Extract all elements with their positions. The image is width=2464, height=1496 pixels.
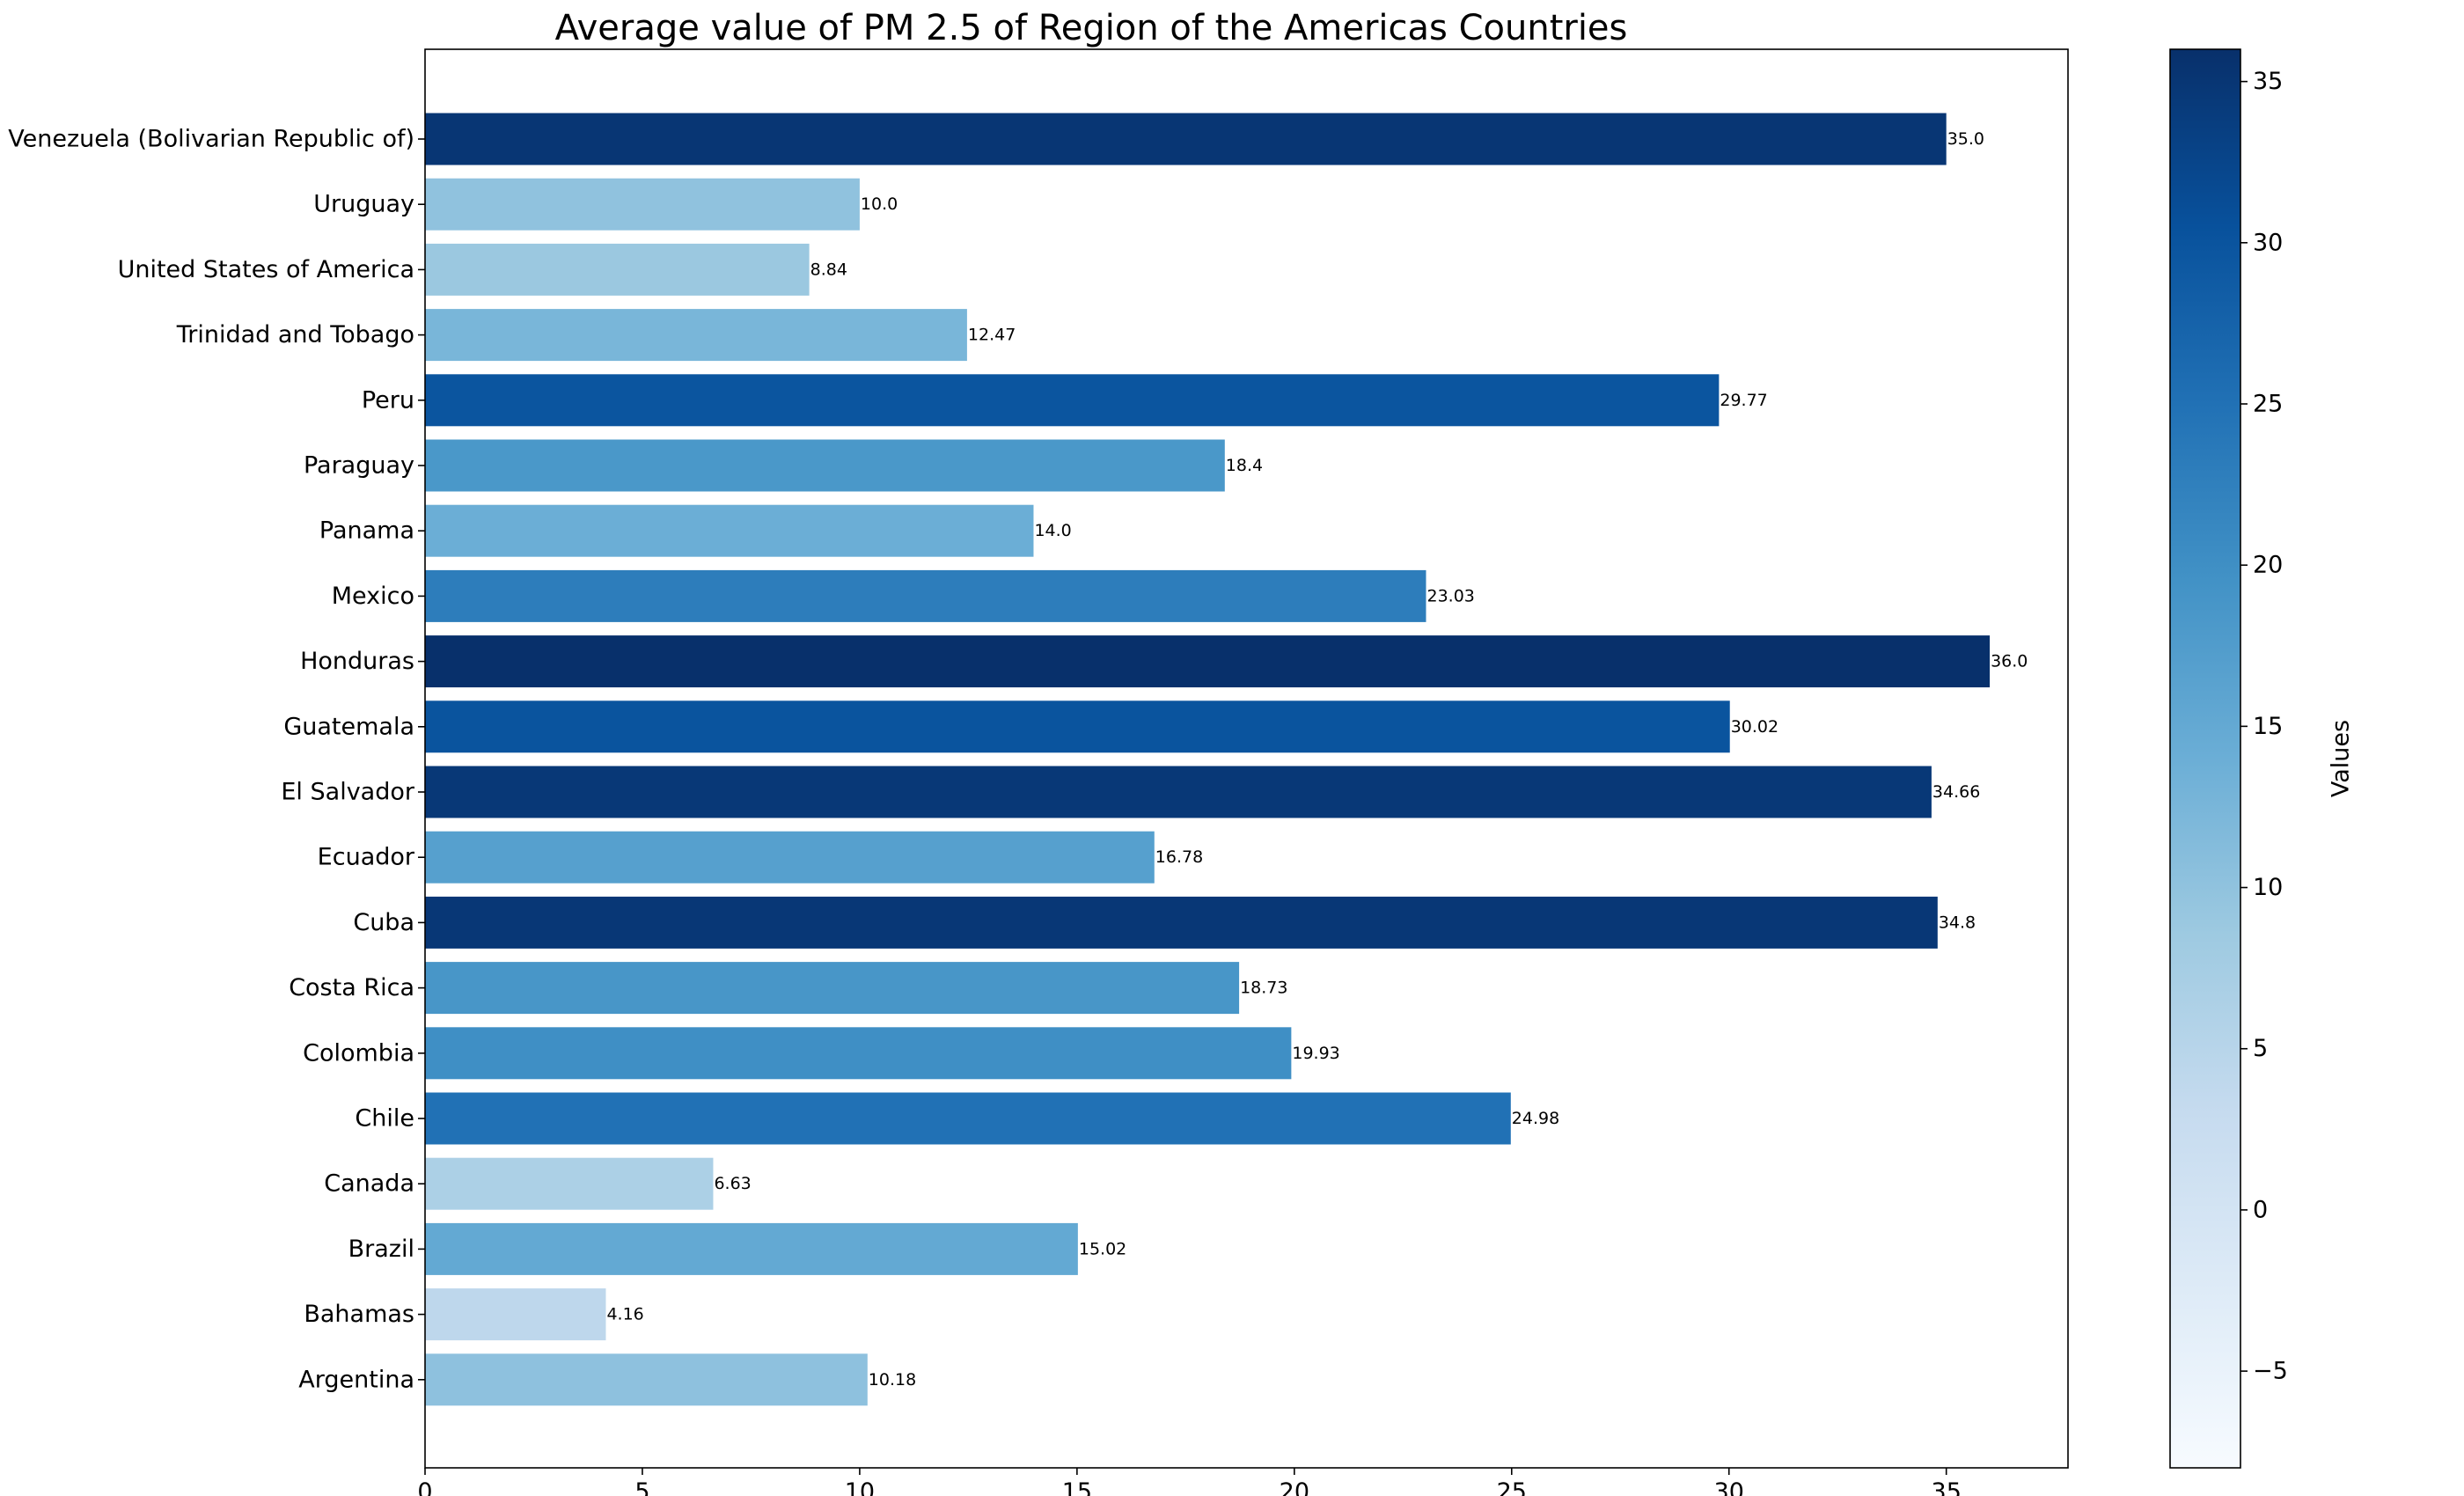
bar-ecuador <box>425 831 1155 884</box>
bar-panama <box>425 504 1034 557</box>
bar-chile <box>425 1092 1511 1145</box>
bar-cuba <box>425 896 1938 949</box>
y-tick-label-argentina: Argentina <box>298 1366 414 1393</box>
data-label-el-salvador: 34.66 <box>1932 782 1980 802</box>
x-tick-label-20: 20 <box>1280 1478 1309 1496</box>
colorbar-tick-label-0: −5 <box>2253 1358 2288 1385</box>
colorbar-tick-label-4: 15 <box>2253 713 2283 740</box>
data-label-ecuador: 16.78 <box>1155 847 1203 867</box>
colorbar <box>2169 48 2241 1469</box>
data-label-guatemala: 30.02 <box>1731 717 1778 737</box>
data-label-united-states-of-america: 8.84 <box>810 260 847 279</box>
plot-area-frame <box>424 48 2069 1469</box>
bar-colombia <box>425 1027 1292 1080</box>
bar-peru <box>425 374 1720 427</box>
data-label-brazil: 15.02 <box>1079 1239 1126 1258</box>
bar-uruguay <box>425 178 860 231</box>
bar-canada <box>425 1157 714 1210</box>
data-label-argentina: 10.18 <box>869 1370 916 1390</box>
y-tick-label-trinidad-and-tobago: Trinidad and Tobago <box>176 321 414 348</box>
chart-title: Average value of PM 2.5 of Region of the… <box>555 8 1628 48</box>
colorbar-ticks: −5 0 5 10 15 20 25 30 35 <box>2240 68 2288 1385</box>
data-label-mexico: 23.03 <box>1426 586 1474 605</box>
colorbar-tick-label-2: 5 <box>2253 1035 2268 1062</box>
data-label-peru: 29.77 <box>1720 391 1767 410</box>
y-tick-label-panama: Panama <box>319 517 414 545</box>
bars-group <box>425 113 1991 1406</box>
y-tick-label-brazil: Brazil <box>348 1236 414 1263</box>
y-tick-label-honduras: Honduras <box>300 648 414 675</box>
bar-honduras <box>425 635 1991 688</box>
y-tick-label-mexico: Mexico <box>332 583 414 610</box>
data-label-paraguay: 18.4 <box>1226 456 1263 475</box>
colorbar-tick-label-6: 25 <box>2253 391 2283 418</box>
bar-venezuela-bolivarian-republic-of <box>425 113 1947 165</box>
colorbar-tick-label-7: 30 <box>2253 229 2283 256</box>
x-tick-label-30: 30 <box>1714 1478 1744 1496</box>
y-tick-label-guatemala: Guatemala <box>283 713 414 740</box>
data-label-chile: 24.98 <box>1512 1109 1559 1128</box>
bar-argentina <box>425 1353 868 1406</box>
data-labels-group: 10.18 4.16 15.02 6.63 24.98 19.93 18.73 34.8 16.… <box>606 129 2028 1390</box>
colorbar-label: Values <box>2328 720 2355 797</box>
y-tick-label-ecuador: Ecuador <box>318 844 415 871</box>
x-tick-label-25: 25 <box>1497 1478 1527 1496</box>
data-label-costa-rica: 18.73 <box>1240 979 1287 998</box>
y-tick-label-costa-rica: Costa Rica <box>289 974 414 1001</box>
bar-trinidad-and-tobago <box>425 309 967 362</box>
bar-costa-rica <box>425 962 1240 1015</box>
y-tick-label-colombia: Colombia <box>303 1039 414 1067</box>
data-label-cuba: 34.8 <box>1939 913 1976 932</box>
y-tick-label-united-states-of-america: United States of America <box>118 256 414 283</box>
bar-mexico <box>425 569 1426 622</box>
data-label-canada: 6.63 <box>714 1174 751 1193</box>
bar-brazil <box>425 1222 1078 1275</box>
bar-united-states-of-america <box>425 243 810 296</box>
colorbar-tick-label-1: 0 <box>2253 1196 2268 1223</box>
x-tick-label-15: 15 <box>1062 1478 1092 1496</box>
bar-el-salvador <box>425 766 1932 818</box>
colorbar-tick-label-8: 35 <box>2253 68 2283 95</box>
y-tick-label-cuba: Cuba <box>353 909 414 936</box>
data-label-trinidad-and-tobago: 12.47 <box>968 326 1016 345</box>
y-tick-label-venezuela-bolivarian-republic-of: Venezuela (Bolivarian Republic of) <box>8 126 414 153</box>
bar-paraguay <box>425 439 1225 492</box>
y-tick-label-canada: Canada <box>324 1170 414 1198</box>
data-label-uruguay: 10.0 <box>861 194 898 214</box>
y-tick-label-uruguay: Uruguay <box>313 191 414 218</box>
data-label-honduras: 36.0 <box>1991 652 2028 671</box>
y-tick-label-el-salvador: El Salvador <box>281 779 415 806</box>
x-tick-label-10: 10 <box>845 1478 875 1496</box>
colorbar-tick-label-3: 10 <box>2253 874 2283 901</box>
y-tick-label-bahamas: Bahamas <box>304 1301 414 1328</box>
x-tick-label-0: 0 <box>417 1478 432 1496</box>
data-label-bahamas: 4.16 <box>606 1305 643 1324</box>
x-tick-label-35: 35 <box>1932 1478 1962 1496</box>
colorbar-tick-label-5: 20 <box>2253 552 2283 579</box>
y-tick-label-paraguay: Paraguay <box>304 452 414 480</box>
y-tick-label-chile: Chile <box>355 1105 414 1133</box>
y-tick-label-peru: Peru <box>362 386 414 414</box>
data-label-panama: 14.0 <box>1034 521 1071 540</box>
bar-bahamas <box>425 1288 606 1341</box>
data-label-colombia: 19.93 <box>1292 1044 1339 1063</box>
x-axis-ticks: 0 5 10 15 20 25 30 35 <box>417 1468 1962 1496</box>
x-tick-label-5: 5 <box>634 1478 649 1496</box>
y-axis-ticks: Argentina Bahamas Brazil Canada Chile Colombi… <box>8 126 425 1393</box>
bar-guatemala <box>425 700 1730 753</box>
data-label-venezuela-bolivarian-republic-of: 35.0 <box>1947 129 1984 149</box>
